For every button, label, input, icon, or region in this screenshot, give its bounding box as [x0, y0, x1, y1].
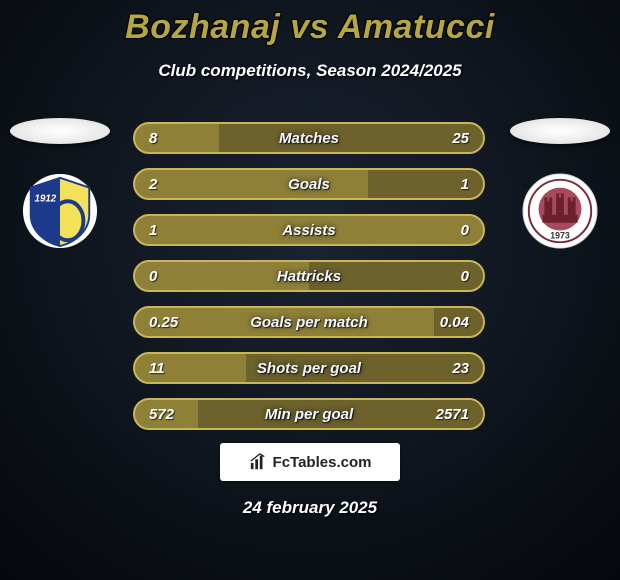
stat-row: 1Assists0: [133, 214, 485, 246]
stat-value-right: 23: [435, 360, 469, 377]
stat-label: Matches: [135, 130, 483, 147]
comparison-subtitle: Club competitions, Season 2024/2025: [0, 61, 620, 81]
stat-label: Min per goal: [135, 406, 483, 423]
stat-value-right: 2571: [435, 406, 469, 423]
stat-row: 8Matches25: [133, 122, 485, 154]
stat-value-left: 1: [149, 222, 183, 239]
stat-label: Goals: [135, 176, 483, 193]
stat-row: 2Goals1: [133, 168, 485, 200]
stat-value-left: 8: [149, 130, 183, 147]
stat-row: 0Hattricks0: [133, 260, 485, 292]
branding-label: FcTables.com: [273, 454, 372, 471]
stats-container: 8Matches252Goals11Assists00Hattricks00.2…: [133, 122, 485, 430]
player-right-badge: 1973: [521, 172, 599, 250]
stat-value-left: 0.25: [149, 314, 183, 331]
svg-text:1973: 1973: [550, 230, 570, 240]
bar-chart-icon: [249, 453, 267, 471]
stat-label: Shots per goal: [135, 360, 483, 377]
stat-label: Goals per match: [135, 314, 483, 331]
stat-value-right: 0: [435, 222, 469, 239]
vs-separator: vs: [290, 8, 329, 46]
player-left-indicator: [10, 118, 110, 144]
stat-value-right: 1: [435, 176, 469, 193]
stat-row: 11Shots per goal23: [133, 352, 485, 384]
player-right-indicator: [510, 118, 610, 144]
stat-row: 572Min per goal2571: [133, 398, 485, 430]
club-crest-left-icon: 1912: [21, 172, 99, 250]
stat-value-right: 0: [435, 268, 469, 285]
comparison-title: Bozhanaj vs Amatucci: [0, 0, 620, 47]
stat-value-right: 25: [435, 130, 469, 147]
player-right-name: Amatucci: [338, 8, 495, 46]
player-right-column: 1973: [510, 118, 610, 250]
content-root: { "header": { "title_left": "Bozhanaj", …: [0, 0, 620, 580]
stat-value-right: 0.04: [435, 314, 469, 331]
stat-value-left: 2: [149, 176, 183, 193]
branding-box[interactable]: FcTables.com: [220, 443, 400, 481]
stat-value-left: 0: [149, 268, 183, 285]
player-left-badge: 1912: [21, 172, 99, 250]
stat-value-left: 11: [149, 360, 183, 377]
svg-text:1912: 1912: [35, 193, 57, 204]
footer-date: 24 february 2025: [0, 498, 620, 518]
stat-row: 0.25Goals per match0.04: [133, 306, 485, 338]
club-crest-right-icon: 1973: [521, 172, 599, 250]
stat-value-left: 572: [149, 406, 183, 423]
stat-label: Assists: [135, 222, 483, 239]
player-left-name: Bozhanaj: [125, 8, 280, 46]
player-left-column: 1912: [10, 118, 110, 250]
stat-label: Hattricks: [135, 268, 483, 285]
